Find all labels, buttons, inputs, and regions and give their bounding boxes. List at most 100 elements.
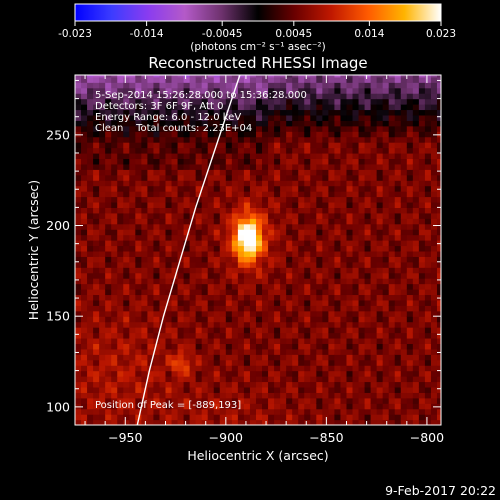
heatmap-cell — [376, 343, 384, 350]
heatmap-cell — [123, 397, 130, 404]
heatmap-cell — [219, 131, 227, 138]
heatmap-cell — [346, 207, 354, 214]
heatmap-cell — [298, 218, 305, 225]
heatmap-cell — [75, 414, 82, 421]
heatmap-cell — [436, 321, 441, 328]
heatmap-cell — [418, 310, 426, 317]
heatmap-cell — [382, 305, 390, 312]
heatmap-cell — [219, 163, 227, 170]
heatmap-cell — [219, 147, 227, 154]
heatmap-cell — [370, 234, 378, 241]
heatmap-cell — [412, 212, 420, 219]
heatmap-cell — [418, 212, 426, 219]
heatmap-cell — [147, 240, 155, 247]
heatmap-cell — [352, 212, 360, 219]
heatmap-cell — [430, 283, 438, 290]
heatmap-cell — [364, 87, 372, 94]
heatmap-cell — [310, 158, 317, 165]
heatmap-cell — [147, 82, 155, 89]
heatmap-cell — [346, 414, 354, 421]
heatmap-cell — [255, 212, 263, 219]
heatmap-cell — [75, 142, 82, 149]
heatmap-cell — [75, 348, 82, 355]
heatmap-cell — [388, 337, 396, 344]
heatmap-cell — [219, 142, 227, 149]
heatmap-cell — [141, 136, 148, 143]
heatmap-cell — [159, 245, 167, 252]
heatmap-cell — [364, 321, 372, 328]
heatmap-cell — [75, 278, 82, 285]
heatmap-cell — [436, 348, 441, 355]
heatmap-cell — [424, 327, 432, 334]
heatmap-cell — [213, 234, 221, 241]
heatmap-cell — [165, 245, 173, 252]
heatmap-cell — [237, 408, 245, 415]
heatmap-cell — [177, 359, 185, 366]
heatmap-cell — [111, 403, 118, 410]
heatmap-cell — [292, 365, 299, 372]
heatmap-cell — [129, 397, 136, 404]
heatmap-cell — [436, 207, 441, 214]
heatmap-cell — [262, 408, 269, 415]
heatmap-cell — [177, 223, 185, 230]
heatmap-cell — [183, 327, 191, 334]
heatmap-cell — [117, 283, 124, 290]
heatmap-cell — [177, 234, 185, 241]
heatmap-cell — [255, 169, 263, 176]
heatmap-cell — [322, 332, 329, 339]
heatmap-cell — [322, 109, 329, 116]
heatmap-cell — [364, 332, 372, 339]
heatmap-cell — [424, 310, 432, 317]
heatmap-cell — [334, 245, 342, 252]
heatmap-cell — [436, 131, 441, 138]
heatmap-cell — [370, 76, 378, 83]
heatmap-cell — [436, 120, 441, 127]
heatmap-cell — [358, 207, 366, 214]
heatmap-cell — [268, 332, 275, 339]
heatmap-cell — [328, 218, 336, 225]
heatmap-cell — [177, 278, 185, 285]
heatmap-cell — [195, 212, 203, 219]
heatmap-cell — [117, 125, 124, 132]
heatmap-cell — [418, 240, 426, 247]
heatmap-cell — [274, 212, 281, 219]
x-tick-label: −950 — [108, 430, 142, 445]
heatmap-cell — [249, 196, 257, 203]
heatmap-cell — [334, 98, 342, 105]
heatmap-cell — [424, 125, 432, 132]
heatmap-cell — [310, 332, 317, 339]
heatmap-cell — [376, 278, 384, 285]
heatmap-cell — [219, 310, 227, 317]
heatmap-cell — [322, 305, 329, 312]
heatmap-cell — [213, 218, 221, 225]
heatmap-cell — [406, 98, 414, 105]
heatmap-cell — [213, 104, 221, 111]
heatmap-cell — [430, 207, 438, 214]
heatmap-cell — [436, 310, 441, 317]
heatmap-cell — [292, 294, 299, 301]
heatmap-cell — [135, 152, 142, 160]
heatmap-cell — [328, 414, 336, 421]
heatmap-cell — [346, 408, 354, 415]
heatmap-cell — [406, 332, 414, 339]
heatmap-cell — [249, 267, 257, 274]
heatmap-cell — [316, 169, 323, 176]
heatmap-cell — [99, 337, 106, 344]
heatmap-cell — [388, 332, 396, 339]
heatmap-cell — [219, 125, 227, 132]
heatmap-cell — [382, 104, 390, 111]
heatmap-cell — [159, 414, 167, 421]
heatmap-cell — [304, 414, 311, 421]
heatmap-cell — [364, 136, 372, 143]
heatmap-cell — [177, 76, 185, 83]
heatmap-cell — [388, 294, 396, 301]
heatmap-cell — [304, 267, 311, 274]
heatmap-cell — [225, 403, 233, 410]
heatmap-cell — [334, 397, 342, 404]
heatmap-cell — [195, 403, 203, 410]
heatmap-cell — [231, 93, 239, 100]
heatmap-cell — [274, 348, 281, 355]
heatmap-cell — [286, 261, 293, 268]
heatmap-cell — [370, 332, 378, 339]
heatmap-cell — [255, 408, 263, 415]
